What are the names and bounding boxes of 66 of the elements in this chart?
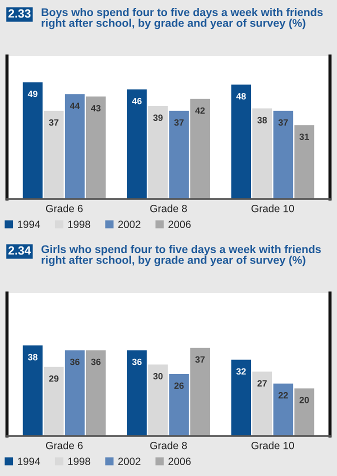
data-label: 36	[91, 358, 101, 366]
chart-title: Girls who spend four to five days a week with friends right after school, by grade and year of survey (%)	[41, 245, 321, 266]
data-label: 38	[28, 354, 38, 360]
data-label: 37	[174, 119, 184, 126]
legend-label: 1998	[68, 458, 90, 466]
chart-title: Boys who spend four to five days a week with friends right after school, by grade and year of survey (%)	[42, 8, 323, 30]
data-label: 44	[70, 102, 80, 109]
data-label: 30	[153, 372, 163, 380]
data-label: 32	[236, 368, 246, 375]
data-label: 20	[300, 396, 309, 404]
data-label: 37	[278, 119, 288, 126]
legend-label: 2006	[168, 458, 191, 466]
bar	[169, 110, 189, 199]
bar	[22, 82, 43, 199]
legend-label: 1994	[18, 458, 40, 466]
bar	[127, 350, 147, 436]
x-tick-label: Grade 6	[46, 204, 83, 212]
data-label: 49	[28, 90, 38, 98]
x-tick-label: Grade 8	[150, 204, 187, 212]
x-tick-label: Grade 10	[252, 204, 294, 212]
bar	[44, 110, 64, 199]
bar	[190, 348, 210, 436]
bar	[273, 110, 294, 199]
bar	[252, 372, 272, 436]
bar	[273, 384, 294, 436]
data-label: 22	[278, 392, 288, 398]
data-label: 26	[174, 382, 184, 389]
bar	[64, 94, 85, 199]
bar	[86, 96, 106, 199]
data-label: 29	[49, 375, 58, 382]
x-tick-label: Grade 8	[150, 442, 187, 450]
data-label: 37	[195, 356, 205, 363]
data-label: 46	[132, 98, 142, 104]
data-label: 31	[299, 134, 310, 140]
bar	[190, 98, 210, 199]
text: 2.34	[8, 246, 31, 255]
bar	[22, 345, 43, 436]
data-label: 43	[90, 105, 101, 112]
legend-label: 1998	[68, 220, 90, 228]
data-label: 36	[70, 358, 80, 366]
data-label: 36	[132, 358, 142, 366]
legend-label: 2002	[118, 458, 140, 466]
data-label: 27	[257, 380, 267, 386]
bar	[44, 366, 64, 436]
bar	[294, 388, 314, 436]
bar	[64, 350, 85, 436]
legend-label: 1994	[18, 220, 40, 228]
data-label: 39	[153, 114, 163, 121]
bar	[127, 89, 147, 199]
legend-label: 2002	[118, 220, 140, 228]
bar	[252, 108, 272, 199]
legend-label: 2006	[168, 220, 191, 228]
x-tick-label: Grade 10	[252, 442, 294, 450]
bar	[231, 360, 252, 436]
x-tick-label: Grade 6	[46, 442, 83, 450]
bar	[86, 350, 106, 436]
bar	[294, 125, 314, 199]
bar	[148, 364, 168, 436]
text: 2.33	[8, 9, 31, 18]
bar	[231, 84, 252, 199]
bar	[169, 374, 189, 436]
data-label: 42	[195, 107, 205, 114]
bar	[148, 106, 168, 199]
data-label: 37	[48, 119, 58, 126]
data-label: 48	[236, 93, 246, 100]
data-label: 38	[257, 116, 267, 124]
